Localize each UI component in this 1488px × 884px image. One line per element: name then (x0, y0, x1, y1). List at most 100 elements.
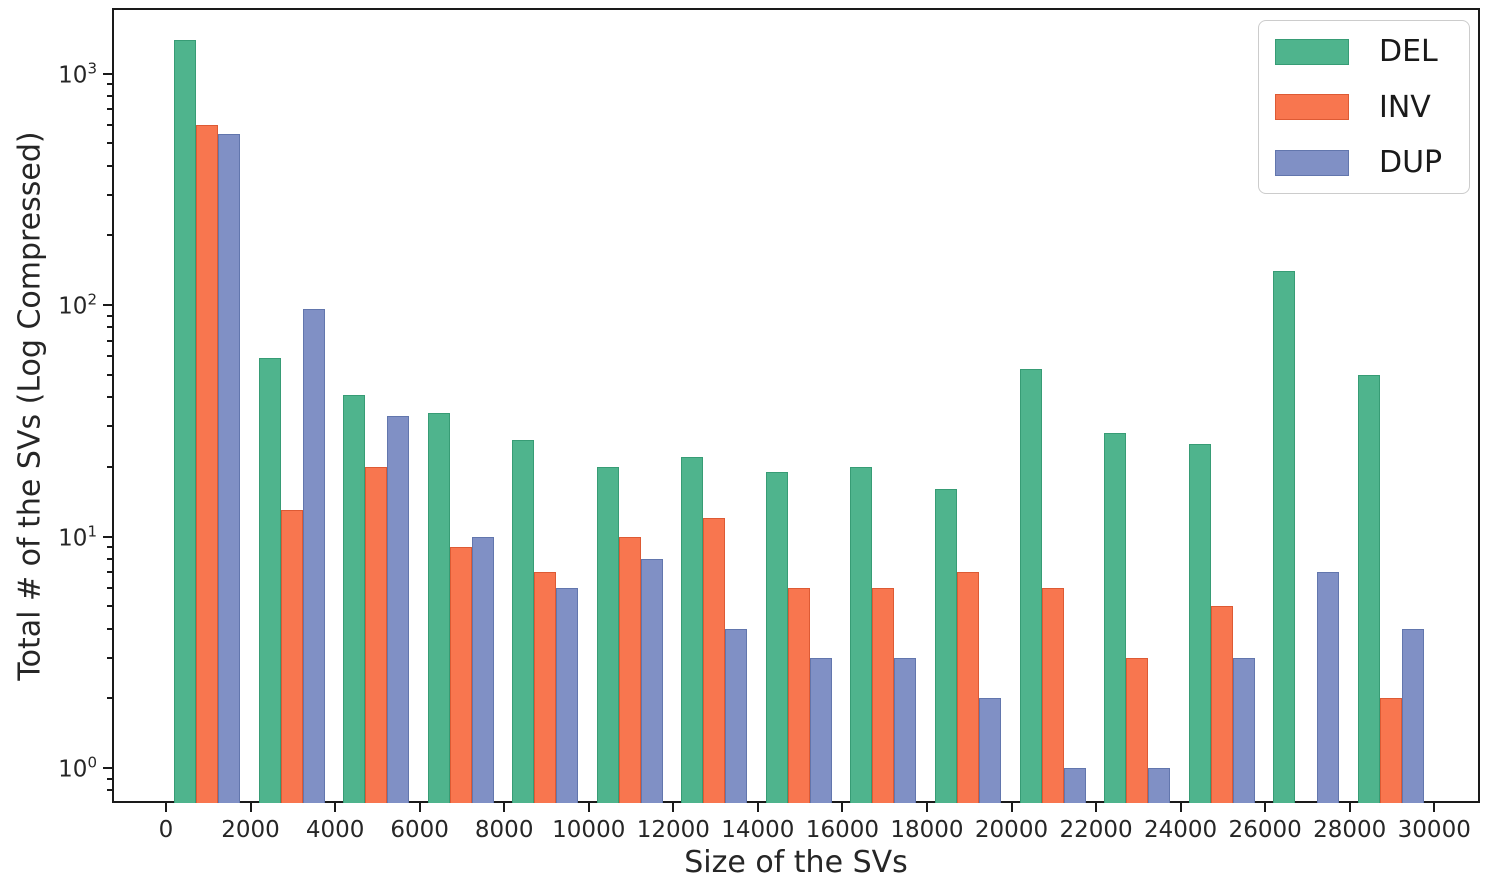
y-axis-minor-tick (107, 557, 112, 560)
y-axis-tick-1e0 (103, 767, 112, 769)
y-tick-label-1e0: 100 (58, 753, 97, 783)
y-axis-minor-tick (107, 605, 112, 608)
bar-inv-bin12000 (703, 518, 726, 803)
y-axis-tick-1e2 (103, 304, 112, 306)
legend-item-inv: INV (1275, 90, 1453, 125)
bar-del-bin14000 (765, 471, 788, 803)
bar-dup-bin20000 (1063, 768, 1086, 803)
legend-label-inv: INV (1379, 89, 1431, 125)
legend-label-dup: DUP (1379, 145, 1443, 180)
bar-dup-bin16000 (894, 657, 917, 803)
bar-inv-bin20000 (1041, 587, 1064, 803)
bar-dup-bin8000 (556, 587, 579, 803)
bar-del-bin24000 (1188, 444, 1211, 803)
x-axis-tick-4000 (334, 803, 337, 812)
x-tick-label-22000: 22000 (1059, 817, 1133, 843)
y-axis-minor-tick (107, 83, 112, 86)
x-tick-label-2000: 2000 (221, 817, 280, 843)
x-tick-label-14000: 14000 (721, 817, 795, 843)
y-axis-minor-tick (107, 326, 112, 329)
bar-inv-bin14000 (787, 587, 810, 803)
x-tick-label-24000: 24000 (1144, 817, 1218, 843)
bar-dup-bin14000 (809, 657, 832, 803)
x-tick-label-0: 0 (158, 817, 174, 843)
y-axis-minor-tick (107, 546, 112, 549)
bar-inv-bin18000 (956, 572, 979, 803)
y-axis-minor-tick (107, 94, 112, 97)
bar-del-bin2000 (258, 358, 281, 803)
bar-dup-bin26000 (1317, 572, 1340, 803)
legend-swatch-dup (1275, 149, 1349, 176)
y-axis-minor-tick (107, 355, 112, 358)
bar-del-bin16000 (850, 466, 873, 803)
x-tick-label-6000: 6000 (390, 817, 449, 843)
bar-del-bin28000 (1357, 374, 1380, 803)
y-axis-minor-tick (107, 339, 112, 342)
bar-dup-bin6000 (471, 536, 494, 803)
x-axis-tick-0 (165, 803, 167, 812)
x-tick-label-16000: 16000 (805, 817, 879, 843)
y-axis-minor-tick (107, 164, 112, 167)
y-axis-minor-tick (107, 656, 112, 659)
y-axis-minor-tick (107, 586, 112, 589)
bar-dup-bin18000 (978, 698, 1001, 803)
bar-del-bin12000 (681, 457, 704, 803)
bar-dup-bin0 (218, 133, 240, 803)
y-axis-minor-tick (107, 193, 112, 196)
bar-del-bin8000 (512, 440, 535, 803)
y-axis-minor-tick (107, 108, 112, 111)
bar-inv-bin28000 (1379, 698, 1402, 803)
x-axis-tick-18000 (925, 803, 928, 812)
y-axis-label: Total # of the SVs (Log Compressed) (12, 130, 48, 681)
x-axis-tick-26000 (1264, 803, 1267, 812)
bar-del-bin26000 (1273, 271, 1296, 803)
bar-inv-bin2000 (280, 510, 303, 803)
legend-swatch-inv (1275, 94, 1349, 120)
bar-dup-bin24000 (1232, 657, 1255, 803)
x-tick-label-18000: 18000 (890, 817, 964, 843)
bar-dup-bin28000 (1401, 628, 1424, 803)
legend-swatch-del (1275, 38, 1349, 65)
x-axis-tick-30000 (1433, 803, 1436, 812)
y-tick-label-1e2: 102 (58, 290, 97, 320)
bar-dup-bin12000 (725, 628, 748, 803)
bar-del-bin10000 (596, 466, 619, 803)
bar-dup-bin10000 (640, 558, 663, 803)
y-axis-minor-tick (107, 697, 112, 700)
y-axis-minor-tick (107, 142, 112, 145)
legend-item-dup: DUP (1275, 145, 1453, 180)
x-tick-label-28000: 28000 (1313, 817, 1387, 843)
bar-del-bin20000 (1019, 368, 1042, 803)
bar-inv-bin22000 (1126, 657, 1149, 803)
x-tick-label-12000: 12000 (636, 817, 710, 843)
bar-inv-bin10000 (618, 536, 641, 803)
x-axis-tick-16000 (841, 803, 844, 812)
x-tick-label-20000: 20000 (974, 817, 1049, 843)
x-tick-label-10000: 10000 (552, 817, 626, 843)
y-axis-tick-1e1 (103, 535, 112, 538)
x-axis-tick-24000 (1179, 803, 1182, 812)
x-axis-tick-28000 (1348, 803, 1351, 812)
x-axis-tick-10000 (587, 803, 590, 812)
x-tick-label-30000: 30000 (1397, 817, 1471, 843)
y-axis-minor-tick (107, 373, 112, 376)
x-tick-label-8000: 8000 (474, 817, 534, 843)
legend-item-del: DEL (1275, 34, 1453, 69)
x-axis-tick-8000 (503, 803, 506, 812)
bar-inv-bin6000 (449, 547, 472, 803)
y-tick-label-1e1: 101 (58, 522, 97, 551)
y-axis-minor-tick (107, 234, 112, 237)
y-axis-minor-tick (107, 789, 112, 792)
y-axis-tick-1e3 (103, 72, 112, 75)
bar-dup-bin2000 (302, 309, 325, 803)
y-axis-minor-tick (107, 123, 112, 126)
bar-del-bin4000 (343, 394, 366, 803)
y-axis-minor-tick (107, 396, 112, 399)
y-axis-minor-tick (107, 627, 112, 630)
x-axis-tick-14000 (756, 803, 759, 812)
y-axis-minor-tick (107, 314, 112, 317)
legend-label-del: DEL (1379, 34, 1438, 69)
legend: DEL INV DUP (1258, 20, 1470, 194)
x-axis-tick-12000 (672, 803, 675, 812)
y-axis-minor-tick (107, 465, 112, 468)
